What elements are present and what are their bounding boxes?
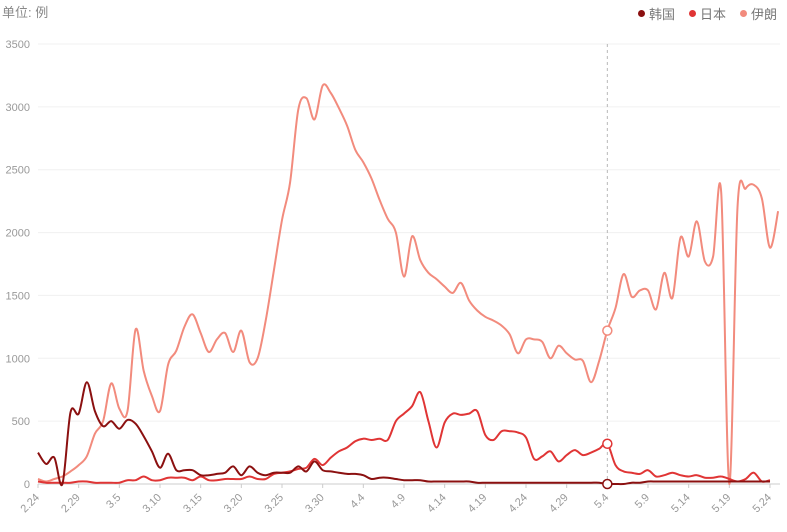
y-tick-label: 1500: [6, 290, 30, 302]
x-tick-label: 3.15: [181, 492, 205, 516]
legend-dot-iran: [739, 10, 747, 17]
x-tick-label: 4.4: [348, 492, 367, 511]
x-tick-label: 5.4: [592, 492, 611, 511]
legend-dot-korea: [637, 10, 645, 17]
x-tick-label: 5.19: [710, 492, 734, 516]
y-tick-label: 2500: [6, 165, 30, 177]
series-line-iran: [37, 83, 780, 486]
y-tick-label: 3000: [6, 102, 30, 114]
marker-korea: [602, 478, 613, 490]
x-tick-label: 5.14: [669, 492, 693, 516]
y-tick-label: 2000: [6, 228, 30, 240]
x-tick-label: 3.10: [140, 492, 164, 516]
x-tick-label: 3.30: [303, 492, 327, 516]
y-tick-label: 1000: [6, 353, 30, 365]
marker-iran: [602, 325, 613, 336]
x-tick-label: 3.25: [262, 492, 286, 516]
y-tick-label: 3500: [6, 39, 30, 51]
x-tick-label: 4.9: [389, 492, 408, 511]
series-line-korea: [37, 381, 770, 487]
legend-item-iran[interactable]: 伊朗: [739, 4, 777, 23]
marker-japan: [602, 438, 613, 450]
legend-item-korea[interactable]: 韩国: [637, 4, 675, 23]
x-tick-label: 2.24: [18, 492, 42, 516]
x-tick-label: 4.19: [466, 492, 490, 516]
y-tick-label: 500: [12, 416, 30, 428]
legend-dot-japan: [688, 10, 696, 17]
legend-item-japan[interactable]: 日本: [688, 4, 726, 23]
x-tick-label: 4.24: [506, 492, 530, 516]
series-line-japan: [37, 390, 771, 484]
legend: 韩国 日本 伊朗: [637, 4, 777, 23]
legend-label-japan: 日本: [699, 7, 726, 22]
x-tick-label: 2.29: [59, 492, 83, 516]
x-tick-label: 5.9: [633, 492, 652, 511]
legend-label-korea: 韩国: [648, 7, 675, 22]
x-tick-label: 5.24: [750, 492, 774, 516]
y-tick-label: 0: [24, 479, 30, 491]
x-tick-label: 4.29: [547, 492, 571, 516]
x-tick-label: 3.5: [104, 492, 123, 511]
unit-label: 单位: 例: [2, 5, 49, 20]
x-tick-label: 4.14: [425, 492, 449, 516]
legend-label-iran: 伊朗: [750, 7, 777, 22]
x-tick-label: 3.20: [222, 492, 246, 516]
